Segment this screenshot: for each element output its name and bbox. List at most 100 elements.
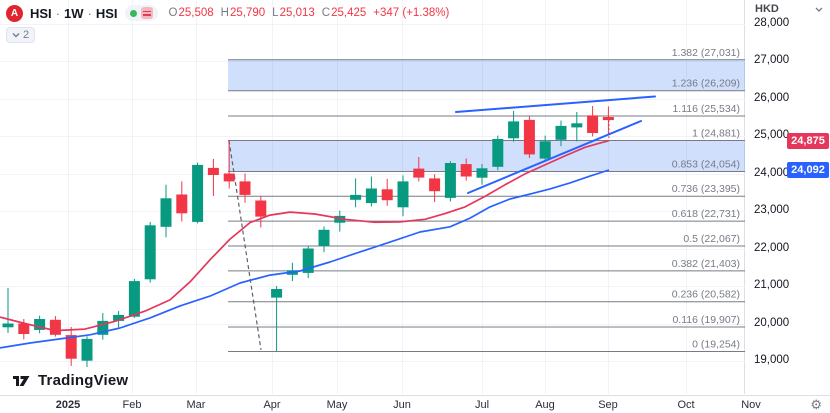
ma-fast-line [0,139,610,332]
candle-body [444,163,456,198]
candle-body [81,338,93,361]
candle-body [49,319,61,335]
candle-body [34,319,46,330]
indicator-count: 2 [23,29,30,41]
fib-level-label: 1.382 (27,031) [672,47,740,59]
symbol-interval: 1W [64,5,84,21]
price-tick-label: 26,000 [754,91,790,104]
candle-body [223,173,235,182]
candle-body [539,141,551,159]
candle-body [2,323,14,328]
chevron-down-icon [815,7,823,12]
fib-level-label: 0.853 (24,054) [672,159,740,171]
indicators-collapse-button[interactable]: 2 [6,27,36,43]
candle-body [192,164,204,222]
tradingview-logo-icon [13,375,30,386]
candle-body [18,323,30,334]
time-tick-label: Apr [263,399,281,411]
candle-body [207,167,219,175]
price-tick-label: 22,000 [754,241,790,254]
candle-body [413,168,425,178]
tradingview-watermark: TradingView [12,372,128,389]
symbol-name: HSI [30,5,52,21]
fib-level-label: 0.382 (21,403) [672,258,740,270]
candle-body [381,189,393,201]
ma-value-badge: 24,092 [787,162,829,179]
candle-body [523,119,535,155]
time-tick-label: Feb [122,399,142,411]
chevron-down-icon [12,33,20,38]
symbol-legend: A HSI · 1W · HSI O25,508 H25,790 L25,013… [6,4,449,44]
fib-level-label: 0.5 (22,067) [683,233,740,245]
price-tick-label: 28,000 [754,16,790,29]
price-tick-label: 20,000 [754,316,790,329]
time-tick-label: May [326,399,348,411]
ma-value-badge: 24,875 [787,132,829,149]
symbol-title[interactable]: HSI · 1W · HSI [30,6,118,21]
symbol-logo-icon: A [6,4,23,22]
price-tick-label: 19,000 [754,354,790,366]
candle-body [602,117,614,121]
title-separator: · [87,5,92,21]
fib-level-label: 1 (24,881) [692,128,740,140]
candle-body [571,123,583,128]
candle-body [334,215,346,223]
candle-body [128,281,140,317]
time-tick-label: Mar [186,399,206,411]
candle-body [476,168,488,178]
candle-body [302,248,314,273]
change-readout: +347 (+1.38%) [373,7,450,19]
currency-selector[interactable]: HKD [755,3,823,15]
fib-zone [228,59,745,91]
fib-level-label: 0.618 (22,731) [672,208,740,220]
ohlc-readout: O25,508 H25,790 L25,013 C25,425 +347 (+1… [168,7,450,19]
trendline[interactable] [455,95,656,113]
candle-body [555,125,567,140]
time-axis[interactable]: 2025 Feb Mar Apr May Jun Jul Aug Sep Oct Nov ⚙ [0,395,830,413]
chart-pane: 1.382 (27,031) 1.236 (26,209) 1.116 (25,53… [0,0,745,394]
time-tick-label: Aug [535,399,555,411]
time-tick-label: Jun [393,399,411,411]
currency-label: HKD [755,3,779,15]
candle-body [144,225,156,280]
fib-level-label: 1.236 (26,209) [672,78,740,90]
candle-body [271,289,283,298]
candle-body [160,198,172,227]
fib-zone [228,140,745,172]
market-open-dot-icon [129,9,137,17]
candle-body [397,181,409,208]
candle-body [429,178,441,192]
price-axis[interactable]: HKD 28,000 27,000 26,000 25,000 24,000 23,000… [746,0,830,394]
title-separator: · [55,5,61,21]
fib-level-label: 0 (19,254) [692,339,740,351]
candle-body [239,181,251,195]
candle-body [113,314,125,321]
time-tick-label: Oct [677,399,695,411]
candle-body [460,164,472,177]
candle-body [587,115,599,133]
time-tick-label: Jul [474,399,490,411]
candle-body [492,139,504,167]
candle-body [176,194,188,214]
price-tick-label: 25,000 [754,129,790,141]
ma-slow-line [0,169,610,349]
symbol-exchange: HSI [95,5,118,21]
candle-body [318,229,330,246]
settings-gear-icon[interactable]: ⚙ [810,397,822,412]
candle-body [365,188,377,204]
fib-level-label: 0.116 (19,907) [672,314,740,326]
candle-body [65,335,77,359]
price-tick-label: 24,000 [754,166,790,179]
symbol-mini-logo-icon [140,7,153,19]
market-status-pill[interactable] [124,5,158,21]
time-tick-label: Nov [741,399,761,411]
fib-level-label: 0.736 (23,395) [672,183,740,195]
time-tick-label: Sep [598,399,618,411]
candle-body [508,121,520,139]
time-tick-label: 2025 [55,399,81,411]
price-tick-label: 27,000 [754,54,790,66]
trendline[interactable] [467,120,642,194]
chart-canvas[interactable]: 1.382 (27,031) 1.236 (26,209) 1.116 (25,53… [0,0,745,394]
fib-level-label: 1.116 (25,534) [672,103,740,115]
